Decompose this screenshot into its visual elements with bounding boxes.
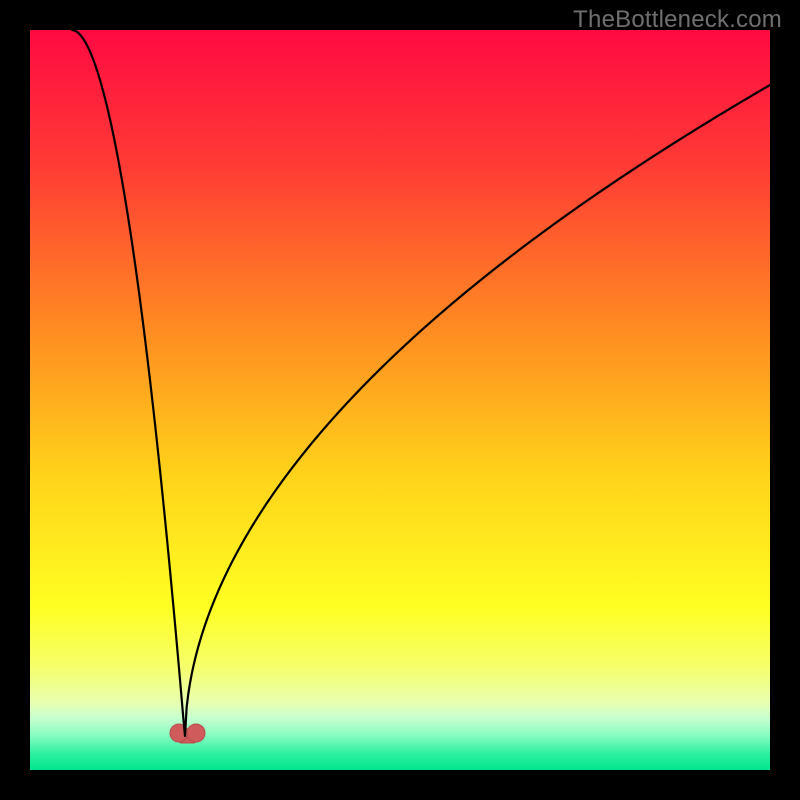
- chart-background: [30, 30, 770, 770]
- chart-frame: TheBottleneck.com: [0, 0, 800, 800]
- bottleneck-chart: [30, 30, 770, 770]
